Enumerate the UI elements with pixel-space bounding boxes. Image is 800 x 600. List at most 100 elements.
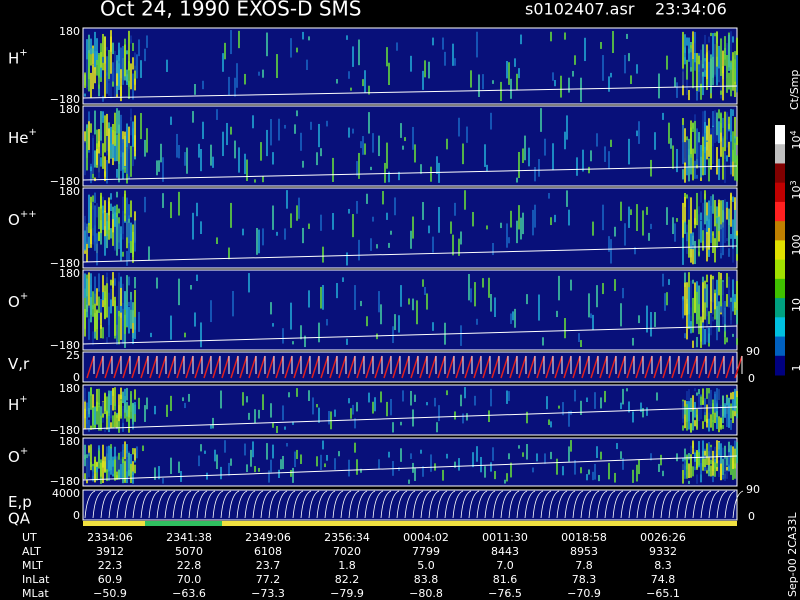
count-cell [736, 310, 738, 325]
count-cell [696, 192, 698, 221]
count-cell [126, 401, 128, 417]
count-cell [726, 405, 728, 428]
velocity-trace [518, 355, 527, 379]
count-cell [132, 461, 134, 475]
count-cell [90, 123, 92, 133]
colorbar-cell [775, 317, 785, 338]
count-cell [106, 72, 108, 76]
count-cell [118, 110, 120, 134]
count-cell [358, 239, 360, 261]
velocity-trace [158, 355, 167, 379]
row-value: 2356:34 [324, 531, 370, 544]
count-cell [144, 139, 146, 157]
count-cell [200, 148, 202, 172]
count-cell [106, 135, 108, 156]
energy-sweep [564, 490, 576, 519]
count-cell [162, 193, 164, 208]
count-cell [574, 389, 576, 402]
count-cell [242, 228, 244, 236]
count-cell [316, 456, 318, 467]
tick-base: 1 [790, 365, 800, 372]
count-cell [162, 477, 164, 484]
count-cell [280, 459, 282, 470]
count-cell [136, 446, 138, 459]
count-cell [570, 440, 572, 452]
count-cell [732, 399, 734, 421]
count-cell [92, 135, 94, 174]
count-cell [552, 143, 554, 171]
count-cell [622, 457, 624, 470]
count-cell [120, 287, 122, 306]
label-text: E,p [8, 493, 32, 511]
count-cell [682, 202, 684, 238]
y2-tick-label: 0 [748, 372, 755, 385]
velocity-trace [230, 355, 239, 379]
count-cell [98, 445, 100, 449]
count-cell [88, 445, 90, 460]
count-cell [252, 441, 254, 458]
count-cell [704, 228, 706, 250]
count-cell [700, 49, 702, 86]
count-cell [400, 285, 402, 307]
count-cell [100, 64, 102, 78]
energy-sweep [100, 490, 112, 519]
count-cell [110, 405, 112, 420]
count-cell [92, 48, 94, 54]
velocity-trace [491, 355, 500, 379]
count-cell [438, 162, 440, 183]
count-cell [426, 402, 428, 406]
velocity-trace [671, 355, 680, 379]
count-cell [636, 204, 638, 231]
count-cell [300, 132, 302, 151]
count-cell [156, 160, 158, 176]
count-cell [134, 402, 136, 415]
row-value: 0011:30 [482, 531, 528, 544]
count-cell [132, 332, 134, 345]
count-cell [690, 397, 692, 412]
count-cell [102, 111, 104, 123]
count-cell [116, 191, 118, 198]
count-cell [624, 54, 626, 74]
energy-sweep [276, 490, 288, 519]
energy-sweep [156, 490, 168, 519]
energy-sweep [508, 490, 520, 519]
velocity-trace [590, 355, 599, 379]
count-cell [352, 214, 354, 238]
count-cell [726, 155, 728, 162]
count-cell [188, 393, 190, 402]
count-cell [272, 422, 274, 428]
count-cell [490, 388, 492, 407]
count-cell [730, 134, 732, 169]
count-cell [112, 466, 114, 474]
velocity-trace [473, 355, 482, 379]
count-cell [726, 466, 728, 471]
count-cell [192, 111, 194, 123]
count-cell [102, 196, 104, 213]
count-cell [704, 458, 706, 468]
energy-sweep [620, 490, 632, 519]
count-cell [656, 392, 658, 401]
count-cell [364, 143, 366, 155]
count-cell [126, 387, 128, 401]
count-cell [252, 115, 254, 129]
count-cell [124, 460, 126, 483]
count-cell [404, 137, 406, 142]
count-cell [664, 293, 666, 311]
count-cell [666, 55, 668, 70]
count-cell [490, 294, 492, 312]
count-cell [650, 223, 652, 230]
count-cell [348, 71, 350, 79]
count-cell [112, 456, 114, 477]
count-cell [324, 463, 326, 468]
count-cell [718, 121, 720, 144]
count-cell [118, 469, 120, 480]
count-cell [110, 126, 112, 150]
count-cell [390, 230, 392, 235]
velocity-trace [662, 355, 671, 379]
colorbar-cell [775, 298, 785, 318]
count-cell [290, 470, 292, 477]
count-cell [712, 33, 714, 60]
count-cell [98, 388, 100, 405]
count-cell [92, 394, 94, 408]
count-cell [398, 171, 400, 181]
